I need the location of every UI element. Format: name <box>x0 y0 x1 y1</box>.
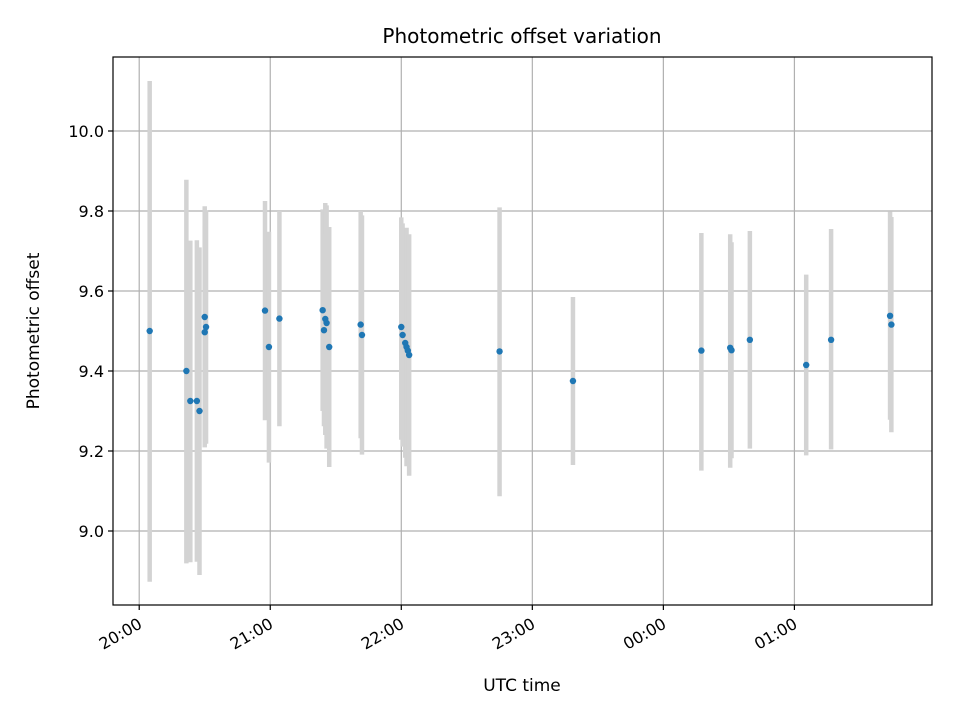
chart-title: Photometric offset variation <box>382 24 661 48</box>
x-tick-label: 22:00 <box>358 614 407 654</box>
data-point <box>320 327 328 334</box>
data-points <box>146 307 895 415</box>
data-point <box>746 336 754 343</box>
data-point <box>698 347 705 354</box>
y-axis-ticks: 9.0 9.2 9.4 9.6 9.8 10.0 <box>68 122 113 541</box>
data-point <box>146 327 153 335</box>
y-tick-label: 9.2 <box>79 442 104 461</box>
data-point <box>323 319 330 327</box>
x-axis-label: UTC time <box>483 676 561 696</box>
data-point <box>569 377 577 385</box>
data-point <box>201 313 208 321</box>
y-tick-label: 9.4 <box>79 362 104 381</box>
data-point <box>326 343 333 351</box>
data-point <box>183 367 190 375</box>
data-point <box>193 397 201 405</box>
x-tick-label: 23:00 <box>489 614 538 654</box>
data-point <box>319 307 326 314</box>
data-point <box>358 331 366 339</box>
data-point <box>187 397 194 405</box>
x-tick-label: 21:00 <box>227 614 276 654</box>
x-axis-ticks: 20:00 21:00 22:00 23:00 00:00 01:00 <box>96 605 800 654</box>
data-point <box>888 321 895 328</box>
data-point <box>886 312 894 319</box>
data-point <box>398 323 405 331</box>
y-tick-label: 9.8 <box>79 202 104 221</box>
x-tick-label: 20:00 <box>96 614 145 654</box>
plot-area-frame <box>112 56 933 606</box>
data-point <box>827 336 835 343</box>
data-point <box>261 307 269 314</box>
data-point <box>803 361 810 369</box>
y-tick-label: 9.0 <box>79 522 104 541</box>
data-point <box>265 343 273 351</box>
y-tick-label: 10.0 <box>68 122 104 141</box>
data-point <box>399 331 406 339</box>
grid-lines <box>113 57 932 605</box>
data-point <box>357 321 364 328</box>
data-point <box>276 315 283 322</box>
data-point <box>202 323 210 331</box>
x-tick-label: 00:00 <box>620 614 669 654</box>
data-point <box>196 407 203 415</box>
data-point <box>201 329 208 336</box>
data-point <box>405 351 413 359</box>
y-tick-label: 9.6 <box>79 282 104 301</box>
error-bars <box>147 81 894 582</box>
x-tick-label: 01:00 <box>751 614 800 654</box>
y-axis-label: Photometric offset <box>24 252 44 409</box>
data-point <box>496 348 503 355</box>
data-point <box>728 347 735 354</box>
